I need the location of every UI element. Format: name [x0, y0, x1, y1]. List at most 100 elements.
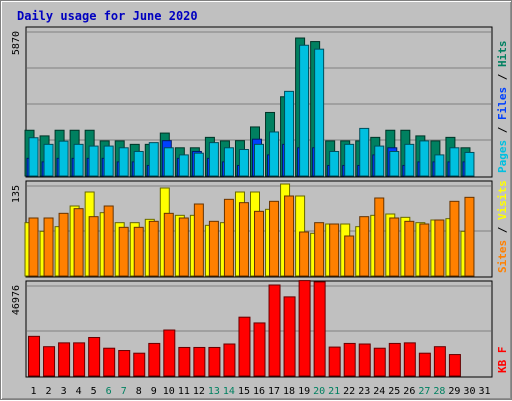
- bar-pages-day-27: [419, 140, 430, 177]
- x-tick-label: 12: [193, 386, 205, 397]
- x-tick-label: 27: [418, 386, 430, 397]
- bar-kb-f-day-12: [193, 346, 206, 377]
- bar-sites-day-28: [434, 219, 445, 277]
- bar-kb-f-day-21: [328, 346, 341, 377]
- bar-kb-f-day-22: [343, 342, 356, 377]
- chart-title: Daily usage for June 2020: [17, 9, 198, 23]
- bar-pages-day-20: [314, 48, 325, 177]
- bar-sites-day-24: [374, 197, 385, 277]
- bar-pages-day-18: [284, 90, 295, 177]
- bar-sites-day-13: [208, 220, 219, 277]
- legend-part: /: [496, 120, 509, 140]
- x-tick-label: 22: [343, 386, 355, 397]
- bar-kb-f-day-11: [178, 346, 191, 377]
- bar-pages-day-24: [374, 145, 385, 177]
- bar-kb-f-day-4: [73, 342, 86, 377]
- x-tick-label: 31: [478, 386, 490, 397]
- panel-legend: Sites / Visits: [496, 180, 509, 273]
- bar-sites-day-12: [193, 203, 204, 277]
- bar-pages-day-12: [193, 152, 204, 177]
- bar-sites-day-8: [133, 226, 144, 277]
- bar-kb-f-day-7: [118, 350, 131, 377]
- bar-pages-day-4: [73, 143, 84, 177]
- x-tick-label: 26: [403, 386, 415, 397]
- bar-sites-day-22: [344, 235, 355, 277]
- x-tick-label: 10: [163, 386, 175, 397]
- bar-sites-day-6: [103, 205, 114, 277]
- bar-pages-day-26: [404, 143, 415, 177]
- bar-pages-day-11: [178, 154, 189, 177]
- bar-pages-day-10: [163, 147, 174, 177]
- hits-panel: 5870 Pages / Files / Hits: [11, 26, 509, 178]
- x-tick-label: 17: [268, 386, 280, 397]
- bar-kb-f-day-29: [448, 354, 461, 377]
- bar-kb-f-day-20: [313, 281, 326, 377]
- bar-sites-day-10: [163, 212, 174, 277]
- bar-sites-day-20: [314, 222, 325, 277]
- bar-pages-day-8: [133, 150, 144, 177]
- x-tick-label: 7: [121, 386, 127, 397]
- bar-kb-f-day-23: [358, 343, 371, 377]
- bar-sites-day-30: [464, 196, 475, 277]
- x-tick-label: 18: [283, 386, 295, 397]
- panel-legend: Pages / Files / Hits: [496, 41, 509, 174]
- bar-sites-day-1: [28, 217, 39, 277]
- bar-sites-day-26: [404, 220, 415, 277]
- x-tick-label: 5: [91, 386, 97, 397]
- bar-pages-day-29: [449, 147, 460, 177]
- legend-part: Visits: [496, 180, 509, 220]
- x-tick-label: 25: [388, 386, 400, 397]
- bar-kb-f-day-18: [283, 296, 296, 377]
- bar-pages-day-5: [88, 145, 99, 177]
- bar-kb-f-day-1: [28, 335, 41, 377]
- bar-pages-day-9: [148, 142, 159, 177]
- bar-sites-day-4: [73, 208, 84, 277]
- legend-part: /: [496, 67, 509, 87]
- bar-pages-day-2: [43, 143, 54, 177]
- bar-sites-day-23: [359, 216, 370, 277]
- bar-kb-f-day-8: [133, 352, 146, 377]
- bar-kb-f-day-15: [238, 316, 251, 377]
- bar-kb-f-day-19: [298, 280, 311, 377]
- bar-sites-day-9: [148, 220, 159, 277]
- bar-kb-f-day-2: [43, 346, 56, 377]
- kbytes-panel: 46976 KB F: [11, 280, 509, 378]
- bar-pages-day-21: [329, 150, 340, 177]
- x-tick-label: 21: [328, 386, 340, 397]
- x-tick-label: 15: [238, 386, 250, 397]
- bar-kb-f-day-26: [403, 342, 416, 377]
- y-max-label: 46976: [11, 285, 22, 315]
- bar-sites-day-18: [284, 195, 295, 277]
- bar-kb-f-day-25: [388, 342, 401, 377]
- bar-sites-day-15: [238, 202, 249, 277]
- bar-kb-f-day-27: [418, 352, 431, 377]
- x-axis: 1 2 3 4 5 6 7 8 9 10 11 12 13 14 15 16 17 18 19 20 21 22 23 24 2…: [31, 386, 491, 397]
- legend-part: Hits: [496, 41, 509, 68]
- x-tick-label: 23: [358, 386, 370, 397]
- bar-sites-day-5: [88, 216, 99, 277]
- bar-sites-day-19: [299, 231, 310, 277]
- bar-pages-day-7: [118, 147, 129, 177]
- bar-pages-day-13: [208, 142, 219, 177]
- y-max-label: 5870: [11, 31, 22, 55]
- bar-kb-f-day-16: [253, 322, 266, 377]
- bar-sites-day-2: [43, 217, 54, 277]
- bar-kb-f-day-10: [163, 329, 176, 377]
- bar-sites-day-16: [254, 210, 264, 277]
- x-tick-label: 6: [106, 386, 112, 397]
- x-tick-label: 1: [31, 386, 37, 397]
- x-tick-label: 3: [61, 386, 67, 397]
- legend-part: /: [496, 220, 509, 240]
- bar-kb-f-day-3: [58, 342, 71, 377]
- panel-legend: KB F: [496, 347, 509, 374]
- x-tick-label: 28: [433, 386, 445, 397]
- bar-kb-f-day-5: [88, 336, 101, 377]
- bar-pages-day-28: [434, 154, 445, 177]
- bar-pages-day-14: [223, 147, 234, 177]
- bar-pages-day-3: [58, 140, 69, 177]
- x-tick-label: 19: [298, 386, 310, 397]
- bar-kb-f-day-13: [208, 346, 221, 377]
- x-tick-label: 30: [463, 386, 475, 397]
